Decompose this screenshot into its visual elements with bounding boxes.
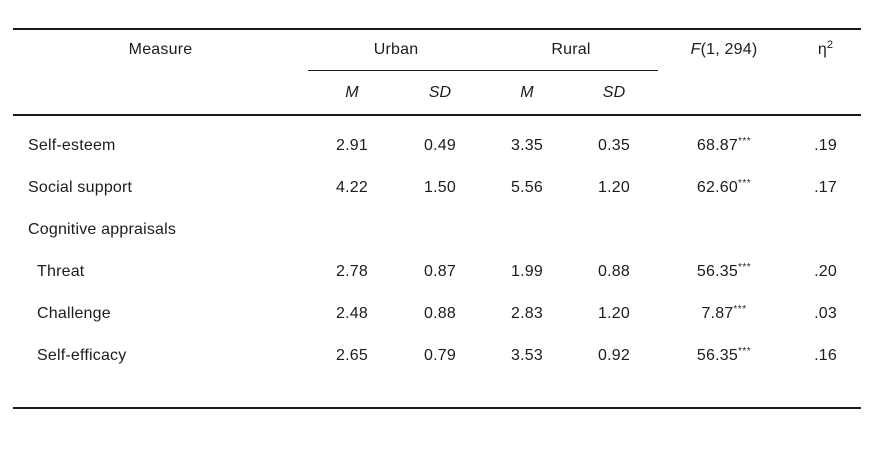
rural-sd-header: SD bbox=[570, 70, 659, 116]
row-label: Self-esteem bbox=[28, 137, 116, 154]
spacer-row bbox=[13, 115, 861, 125]
rural-sd-cell: 0.35 bbox=[598, 137, 630, 154]
group-row-label: Cognitive appraisals bbox=[28, 221, 177, 238]
rural-sd-cell: 1.20 bbox=[598, 179, 630, 196]
rural-mean-header: M bbox=[484, 70, 571, 116]
table-row-cognitive-appraisals-group: Cognitive appraisals bbox=[13, 209, 861, 251]
eta-squared-column-header: η2 bbox=[790, 29, 861, 71]
table-row-threat: Threat 2.78 0.87 1.99 0.88 56.35*** .20 bbox=[13, 251, 861, 293]
f-value-cell: 56.35*** bbox=[658, 335, 790, 377]
rural-mean-cell: 3.53 bbox=[511, 347, 543, 364]
eta-squared-cell: .20 bbox=[814, 263, 837, 280]
empty-cell bbox=[308, 209, 396, 251]
empty-cell bbox=[658, 70, 791, 116]
f-value: 68.87 bbox=[696, 137, 738, 154]
table-row-self-esteem: Self-esteem 2.91 0.49 3.35 0.35 68.87***… bbox=[13, 125, 861, 167]
empty-cell bbox=[790, 70, 862, 116]
header-row-groups: Measure Urban Rural F(1, 294) η2 bbox=[13, 29, 861, 71]
rural-group-header: Rural bbox=[484, 29, 659, 71]
urban-mean-cell: 2.48 bbox=[336, 305, 368, 322]
empty-cell bbox=[790, 209, 861, 251]
eta-squared-cell: .17 bbox=[814, 179, 837, 196]
table-header: Measure Urban Rural F(1, 294) η2 M SD M … bbox=[13, 29, 862, 116]
f-df: (1, 294) bbox=[700, 41, 758, 59]
urban-sd-cell: 1.50 bbox=[424, 179, 456, 196]
rural-sd-cell: 0.88 bbox=[598, 263, 630, 280]
eta-symbol: η bbox=[817, 41, 827, 59]
urban-mean-header: M bbox=[308, 70, 396, 116]
f-value: 7.87 bbox=[701, 305, 734, 322]
f-value-cell: 56.35*** bbox=[658, 251, 790, 293]
table-row-social-support: Social support 4.22 1.50 5.56 1.20 62.60… bbox=[13, 167, 861, 209]
urban-sd-cell: 0.87 bbox=[424, 263, 456, 280]
rural-sd-cell: 0.92 bbox=[598, 347, 630, 364]
table-row-challenge: Challenge 2.48 0.88 2.83 1.20 7.87*** .0… bbox=[13, 293, 861, 335]
urban-sd-cell: 0.88 bbox=[424, 305, 456, 322]
eta-exponent: 2 bbox=[826, 39, 834, 52]
anova-table: Measure Urban Rural F(1, 294) η2 M SD M … bbox=[13, 28, 862, 409]
f-value-cell: 7.87*** bbox=[658, 293, 790, 335]
empty-cell bbox=[570, 209, 658, 251]
rural-sd-cell: 1.20 bbox=[598, 305, 630, 322]
f-value: 56.35 bbox=[696, 347, 738, 364]
rural-mean-cell: 3.35 bbox=[511, 137, 543, 154]
significance-asterisks: *** bbox=[737, 178, 752, 189]
row-label: Threat bbox=[37, 263, 85, 280]
f-statistic-column-header: F(1, 294) bbox=[658, 29, 790, 71]
empty-cell bbox=[658, 209, 790, 251]
rural-mean-cell: 1.99 bbox=[511, 263, 543, 280]
rural-mean-cell: 5.56 bbox=[511, 179, 543, 196]
f-value: 56.35 bbox=[696, 263, 738, 280]
urban-mean-cell: 2.91 bbox=[336, 137, 368, 154]
f-value-cell: 62.60*** bbox=[658, 167, 790, 209]
urban-sd-cell: 0.79 bbox=[424, 347, 456, 364]
empty-cell bbox=[396, 209, 484, 251]
significance-asterisks: *** bbox=[737, 262, 752, 273]
measure-column-header: Measure bbox=[128, 41, 193, 59]
urban-sd-cell: 0.49 bbox=[424, 137, 456, 154]
urban-sd-header: SD bbox=[396, 70, 485, 116]
urban-mean-cell: 2.78 bbox=[336, 263, 368, 280]
significance-asterisks: *** bbox=[737, 136, 752, 147]
header-row-subcolumns: M SD M SD bbox=[13, 70, 862, 116]
empty-cell bbox=[13, 70, 308, 116]
eta-squared-cell: .19 bbox=[814, 137, 837, 154]
f-symbol: F bbox=[690, 41, 701, 59]
eta-squared-cell: .16 bbox=[814, 347, 837, 364]
f-value-cell: 68.87*** bbox=[658, 125, 790, 167]
table-body: Self-esteem 2.91 0.49 3.35 0.35 68.87***… bbox=[13, 115, 861, 408]
table-row-self-efficacy: Self-efficacy 2.65 0.79 3.53 0.92 56.35*… bbox=[13, 335, 861, 377]
eta-squared-cell: .03 bbox=[814, 305, 837, 322]
row-label: Challenge bbox=[37, 305, 111, 322]
significance-asterisks: *** bbox=[737, 346, 752, 357]
urban-mean-cell: 4.22 bbox=[336, 179, 368, 196]
anova-table-container: Measure Urban Rural F(1, 294) η2 M SD M … bbox=[13, 28, 884, 409]
urban-group-header: Urban bbox=[308, 29, 485, 71]
urban-mean-cell: 2.65 bbox=[336, 347, 368, 364]
rural-mean-cell: 2.83 bbox=[511, 305, 543, 322]
row-label: Self-efficacy bbox=[37, 347, 127, 364]
row-label: Social support bbox=[28, 179, 133, 196]
spacer-row bbox=[13, 377, 861, 408]
significance-asterisks: *** bbox=[733, 304, 747, 315]
f-value: 62.60 bbox=[696, 179, 738, 196]
empty-cell bbox=[484, 209, 570, 251]
